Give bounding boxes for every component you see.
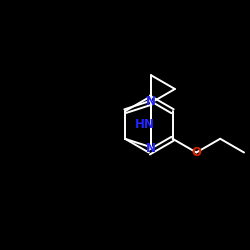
Text: O: O <box>192 146 202 159</box>
Text: N: N <box>146 95 156 108</box>
Text: HN: HN <box>135 118 155 132</box>
Text: N: N <box>146 142 156 155</box>
